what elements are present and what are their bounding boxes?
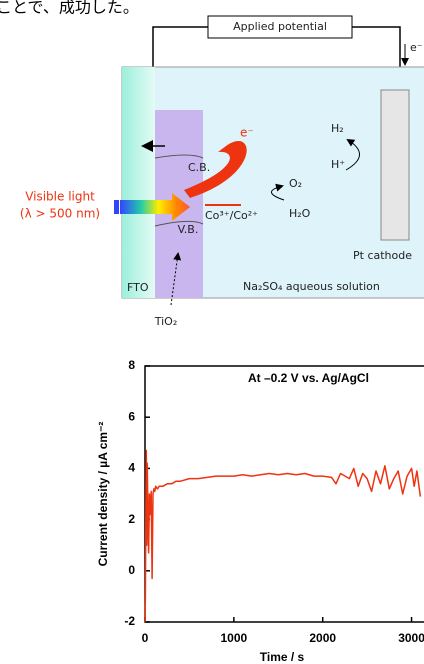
y-tick-label: 6 (128, 409, 135, 423)
wavelength-label: (λ > 500 nm) (20, 207, 100, 221)
x-tick-label: 2000 (309, 631, 336, 645)
annotation: At –0.2 V vs. Ag/AgCl (248, 371, 369, 385)
x-tick-label: 3000 (398, 631, 424, 645)
plot-frame (144, 365, 424, 623)
o2-label: O₂ (289, 177, 302, 190)
electron-label: e⁻ (410, 41, 423, 54)
label-box (207, 15, 353, 39)
y-tick-label: -2 (124, 614, 135, 628)
pt-cathode (380, 89, 410, 241)
vb-label: V.B. (178, 223, 199, 236)
header-text: ことで、成功した。 (0, 0, 139, 17)
y-tick-label: 2 (128, 512, 135, 526)
cb-label: C.B. (188, 161, 210, 174)
excited-electron: e⁻ (240, 126, 254, 140)
tio2-label: TiO₂ (154, 315, 178, 328)
excitation-arrow (184, 140, 247, 198)
proton-label: H⁺ (331, 158, 345, 171)
y-axis-label: Current density / µA cm⁻² (96, 422, 110, 567)
oxidation-arrow (271, 183, 285, 201)
reduction-arrow (345, 138, 360, 171)
chart: -2 0 2 4 6 8 0 1000 2000 3000 Time / s Current dens… (96, 358, 424, 664)
x-tick-label: 1000 (221, 631, 248, 645)
redox-label: Co³⁺/Co²⁺ (205, 209, 258, 222)
light-arrow (120, 193, 190, 221)
data-line (144, 449, 422, 623)
tio2-pointer (170, 252, 182, 306)
y-tick-label: 0 (128, 563, 135, 577)
x-tick-label: 0 (142, 631, 149, 645)
applied-potential: Applied potential (233, 20, 327, 33)
fto-electrode (122, 67, 155, 298)
fto-label: FTO (127, 281, 149, 294)
vb-band (154, 220, 204, 227)
y-tick-label: 4 (128, 461, 135, 475)
cb-band (154, 154, 204, 159)
cathode-label: Pt cathode (353, 249, 412, 262)
light-tail (114, 200, 119, 214)
y-tick-label: 8 (128, 358, 135, 372)
electrolyte-label: Na₂SO₄ aqueous solution (243, 280, 380, 293)
x-axis-label: Time / s (260, 650, 305, 664)
h2-label: H₂ (331, 122, 344, 135)
light-label: Visible light (25, 190, 95, 204)
h2o-label: H₂O (289, 207, 311, 220)
